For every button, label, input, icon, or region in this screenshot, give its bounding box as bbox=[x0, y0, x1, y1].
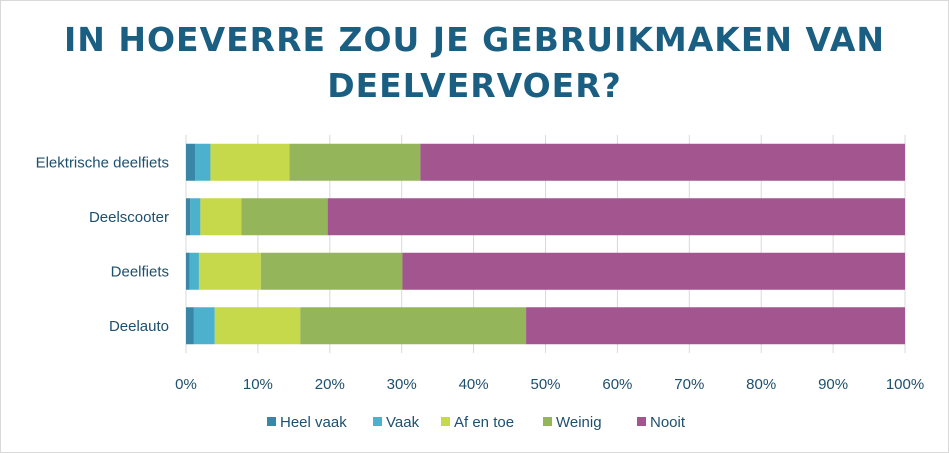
x-tick-label: 90% bbox=[818, 376, 848, 393]
bar-segment bbox=[210, 143, 290, 181]
chart-title: IN HOEVERRE ZOU JE GEBRUIKMAKEN VAN DEEL… bbox=[63, 20, 885, 105]
category-label: Deelscooter bbox=[89, 209, 169, 226]
x-tick-label: 100% bbox=[886, 376, 924, 393]
bar-segment bbox=[190, 198, 201, 236]
category-label: Deelfiets bbox=[111, 263, 169, 280]
bar-segment bbox=[214, 307, 301, 345]
bar-segment bbox=[200, 198, 242, 236]
x-tick-label: 0% bbox=[175, 376, 197, 393]
x-tick-label: 80% bbox=[746, 376, 776, 393]
x-tick-label: 40% bbox=[459, 376, 489, 393]
x-tick-label: 70% bbox=[674, 376, 704, 393]
x-tick-label: 20% bbox=[315, 376, 345, 393]
category-label: Elektrische deelfiets bbox=[36, 154, 169, 171]
bar-segment bbox=[186, 143, 196, 181]
legend-label: Nooit bbox=[650, 414, 686, 431]
bar-segment bbox=[402, 252, 905, 290]
bar-segment bbox=[289, 143, 421, 181]
bar-segment bbox=[186, 198, 191, 236]
x-tick-label: 30% bbox=[387, 376, 417, 393]
bar-segment bbox=[195, 143, 211, 181]
bar-segment bbox=[260, 252, 403, 290]
legend-label: Heel vaak bbox=[280, 414, 347, 431]
bar-segment bbox=[300, 307, 527, 345]
bar-segment bbox=[193, 307, 215, 345]
legend-swatch bbox=[373, 417, 382, 426]
legend-label: Af en toe bbox=[454, 414, 514, 431]
legend-swatch bbox=[637, 417, 646, 426]
bar-segment bbox=[186, 307, 194, 345]
legend-swatch bbox=[267, 417, 276, 426]
bar-segment bbox=[526, 307, 905, 345]
legend-swatch bbox=[543, 417, 552, 426]
bar-segment bbox=[241, 198, 328, 236]
bar-segment bbox=[327, 198, 905, 236]
bar-segment bbox=[420, 143, 905, 181]
legend-label: Weinig bbox=[556, 414, 602, 431]
x-tick-label: 60% bbox=[602, 376, 632, 393]
bar-segment bbox=[198, 252, 261, 290]
legend-label: Vaak bbox=[386, 414, 420, 431]
bar-segment bbox=[189, 252, 199, 290]
category-label: Deelauto bbox=[109, 318, 169, 335]
x-tick-label: 50% bbox=[530, 376, 560, 393]
legend-swatch bbox=[441, 417, 450, 426]
bar-segment bbox=[186, 252, 190, 290]
x-tick-label: 10% bbox=[243, 376, 273, 393]
